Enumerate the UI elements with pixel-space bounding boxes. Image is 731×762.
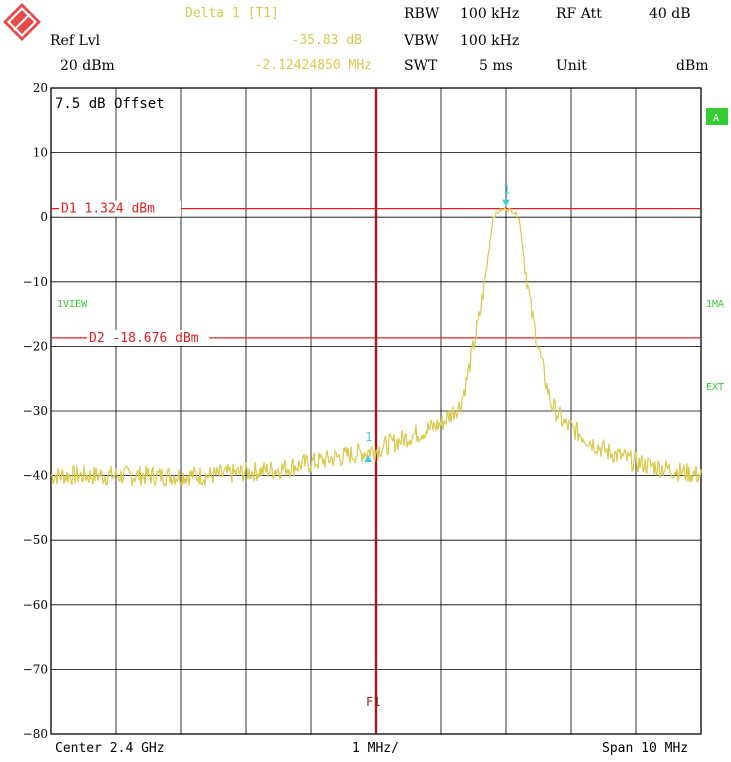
display-line-label-bg <box>59 200 181 217</box>
rbw-value: 100 kHz <box>460 6 520 22</box>
marker-title: Delta 1 [T1] <box>185 6 279 21</box>
rohde-schwarz-logo-icon <box>3 3 41 41</box>
display-line-label-bg <box>87 329 209 346</box>
marker-1-symbol <box>502 199 510 207</box>
y-tick-label: −80 <box>23 727 48 741</box>
ref-level-value: 20 dBm <box>60 58 115 74</box>
display-line-label-1: D1 1.324 dBm <box>61 202 155 217</box>
vbw-label: VBW <box>404 33 439 49</box>
y-tick-label: 10 <box>33 146 48 160</box>
y-tick-label: −30 <box>23 404 48 418</box>
y-tick-label: −60 <box>23 598 48 612</box>
y-tick-label: 20 <box>33 81 48 95</box>
rbw-label: RBW <box>404 6 440 22</box>
trace-flag-box <box>706 108 728 125</box>
swt-label: SWT <box>404 58 438 74</box>
trace-flag: A <box>713 113 719 124</box>
vbw-value: 100 kHz <box>460 33 520 49</box>
unit-value: dBm <box>676 58 709 74</box>
marker-2-symbol <box>364 454 373 462</box>
marker-1-label: 1 <box>503 183 510 197</box>
trace-line <box>50 206 702 488</box>
y-tick-label: −20 <box>23 339 48 353</box>
ext-label: EXT <box>706 382 724 393</box>
frequency-division: 1 MHz/ <box>352 741 399 756</box>
marker-frequency: -2.12424850 MHz <box>254 58 372 73</box>
frequency-line-label: F1 <box>366 695 380 709</box>
center-frequency: Center 2.4 GHz <box>55 741 165 756</box>
marker-level: -35.83 dB <box>291 33 362 48</box>
y-tick-label: −40 <box>23 469 48 483</box>
display-line-label-2: D2 -18.676 dBm <box>89 331 199 346</box>
swt-value: 5 ms <box>479 58 513 74</box>
unit-label: Unit <box>556 58 587 74</box>
ref-level-label: Ref Lvl <box>50 33 101 49</box>
y-tick-label: −10 <box>23 275 48 289</box>
y-tick-label: −70 <box>23 662 48 676</box>
max-hold-label: 1MA <box>706 299 724 310</box>
view-label: 1VIEW <box>57 299 88 310</box>
y-tick-label: 0 <box>40 210 48 224</box>
y-tick-label: −50 <box>23 533 48 547</box>
marker-2-label: 1 <box>365 430 372 444</box>
offset-label: 7.5 dB Offset <box>55 96 165 112</box>
rf-att-value: 40 dB <box>649 6 691 22</box>
rf-att-label: RF Att <box>556 6 602 22</box>
frequency-span: Span 10 MHz <box>602 741 689 756</box>
